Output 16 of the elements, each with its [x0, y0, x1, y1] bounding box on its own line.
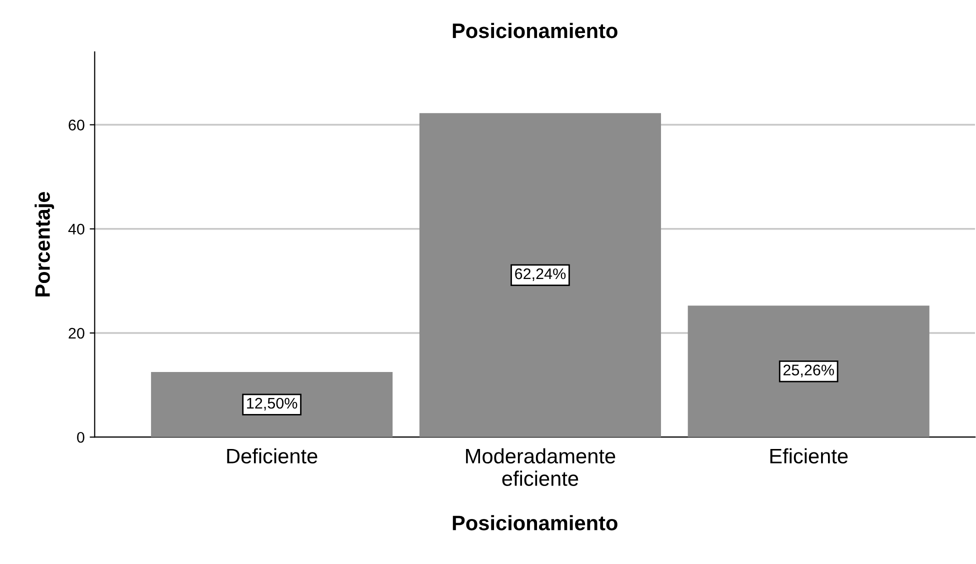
- y-tick-label: 20: [68, 328, 84, 339]
- y-tick-label: 60: [68, 120, 84, 130]
- x-tick-label: Moderadamente eficiente: [466, 448, 616, 486]
- chart-title: Posicionamiento: [452, 22, 618, 38]
- data-label: 25,26%: [783, 364, 834, 378]
- x-tick-label: Eficiente: [770, 448, 848, 464]
- data-label: 12,50%: [247, 398, 298, 410]
- bar: [419, 113, 661, 438]
- x-tick-label: Deficiente: [227, 448, 318, 464]
- data-label: 62,24%: [515, 268, 566, 282]
- bar: [688, 306, 930, 438]
- y-tick-label: 40: [68, 224, 84, 235]
- x-axis-title: Posicionamiento: [452, 515, 618, 530]
- bar: [151, 372, 393, 438]
- y-tick-label: 0: [77, 432, 84, 443]
- y-axis-title: Porcentaje: [34, 192, 54, 296]
